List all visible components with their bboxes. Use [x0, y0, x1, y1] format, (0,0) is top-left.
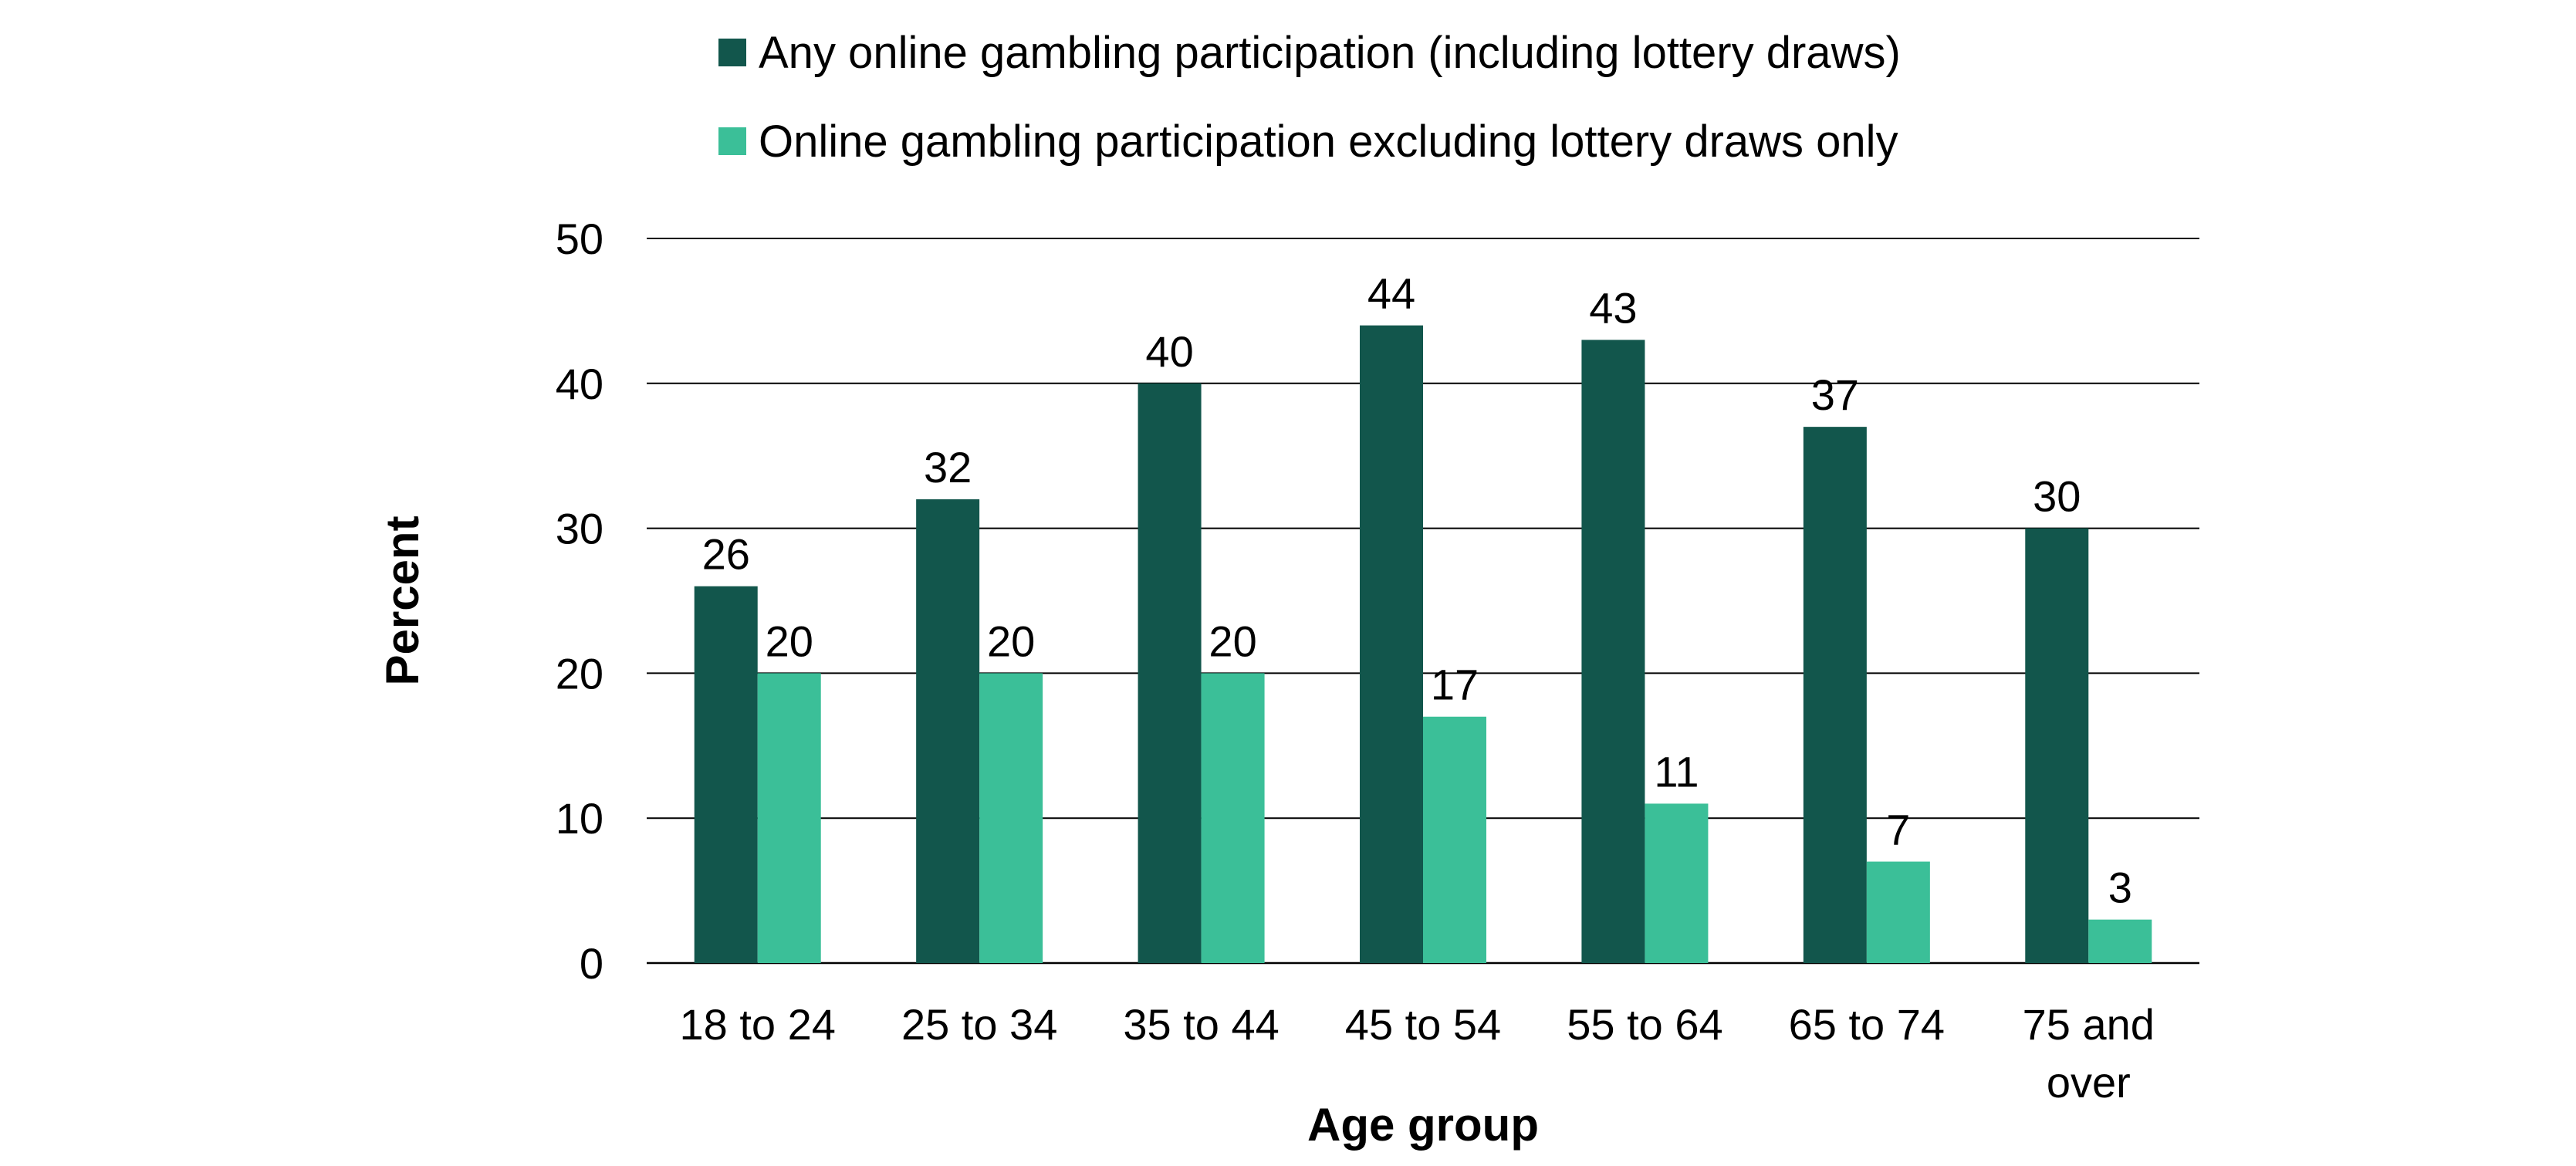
legend: Any online gambling participation (inclu…	[718, 28, 1901, 167]
x-tick-label: over	[2047, 1058, 2131, 1107]
data-label: 7	[1886, 806, 1910, 854]
x-axis-ticks: 18 to 24 25 to 34 35 to 44 45 to 54 55 to 64…	[680, 1000, 2155, 1107]
bar-any-online	[1138, 383, 1202, 963]
y-tick-label: 20	[556, 649, 603, 698]
bar-any-online	[694, 586, 758, 963]
data-label: 40	[1145, 327, 1193, 376]
x-tick-label: 25 to 34	[901, 1000, 1057, 1049]
y-tick-label: 0	[580, 939, 603, 988]
bar-any-online	[1803, 427, 1867, 963]
bar-any-online	[1360, 325, 1423, 963]
bar-excluding-lottery	[2088, 919, 2152, 963]
bar-excluding-lottery	[1645, 803, 1709, 963]
y-tick-label: 40	[556, 360, 603, 408]
x-tick-label: 35 to 44	[1123, 1000, 1279, 1049]
legend-swatch	[718, 127, 746, 155]
x-tick-label: 65 to 74	[1789, 1000, 1945, 1049]
data-label: 20	[987, 617, 1035, 665]
data-label: 44	[1367, 269, 1415, 318]
y-tick-label: 30	[556, 505, 603, 553]
bar-excluding-lottery	[1423, 716, 1486, 963]
legend-label: Online gambling participation excluding …	[759, 117, 1898, 167]
data-label: 30	[2033, 472, 2081, 521]
data-label: 32	[924, 443, 972, 492]
y-tick-label: 10	[556, 794, 603, 843]
y-tick-label: 50	[556, 215, 603, 263]
bars	[694, 325, 2152, 964]
y-axis-title: Percent	[377, 515, 428, 685]
data-labels: 26 32 40 44 43 37 30 20 20 20 17 11 7 3	[702, 269, 2132, 912]
data-label: 3	[2108, 864, 2132, 912]
bar-any-online	[916, 499, 980, 963]
legend-label: Any online gambling participation (inclu…	[759, 28, 1901, 78]
bar-any-online	[2025, 528, 2089, 963]
bar-excluding-lottery	[1201, 673, 1265, 963]
x-tick-label: 18 to 24	[680, 1000, 836, 1049]
bar-excluding-lottery	[757, 673, 821, 963]
bar-excluding-lottery	[979, 673, 1043, 963]
data-label: 37	[1811, 370, 1859, 419]
y-axis-ticks: 0 10 20 30 40 50	[556, 215, 603, 988]
data-label: 20	[1209, 617, 1256, 665]
data-label: 43	[1589, 283, 1637, 332]
bar-any-online	[1581, 340, 1645, 964]
x-tick-label: 55 to 64	[1567, 1000, 1722, 1049]
x-tick-label: 45 to 54	[1345, 1000, 1501, 1049]
data-label: 20	[766, 617, 813, 665]
x-tick-label: 75 and	[2023, 1000, 2155, 1049]
x-axis-title: Age group	[1307, 1099, 1539, 1151]
data-label: 11	[1654, 747, 1699, 796]
bar-excluding-lottery	[1866, 861, 1930, 963]
data-label: 17	[1431, 661, 1479, 709]
legend-swatch	[718, 39, 746, 66]
data-label: 26	[702, 530, 750, 579]
